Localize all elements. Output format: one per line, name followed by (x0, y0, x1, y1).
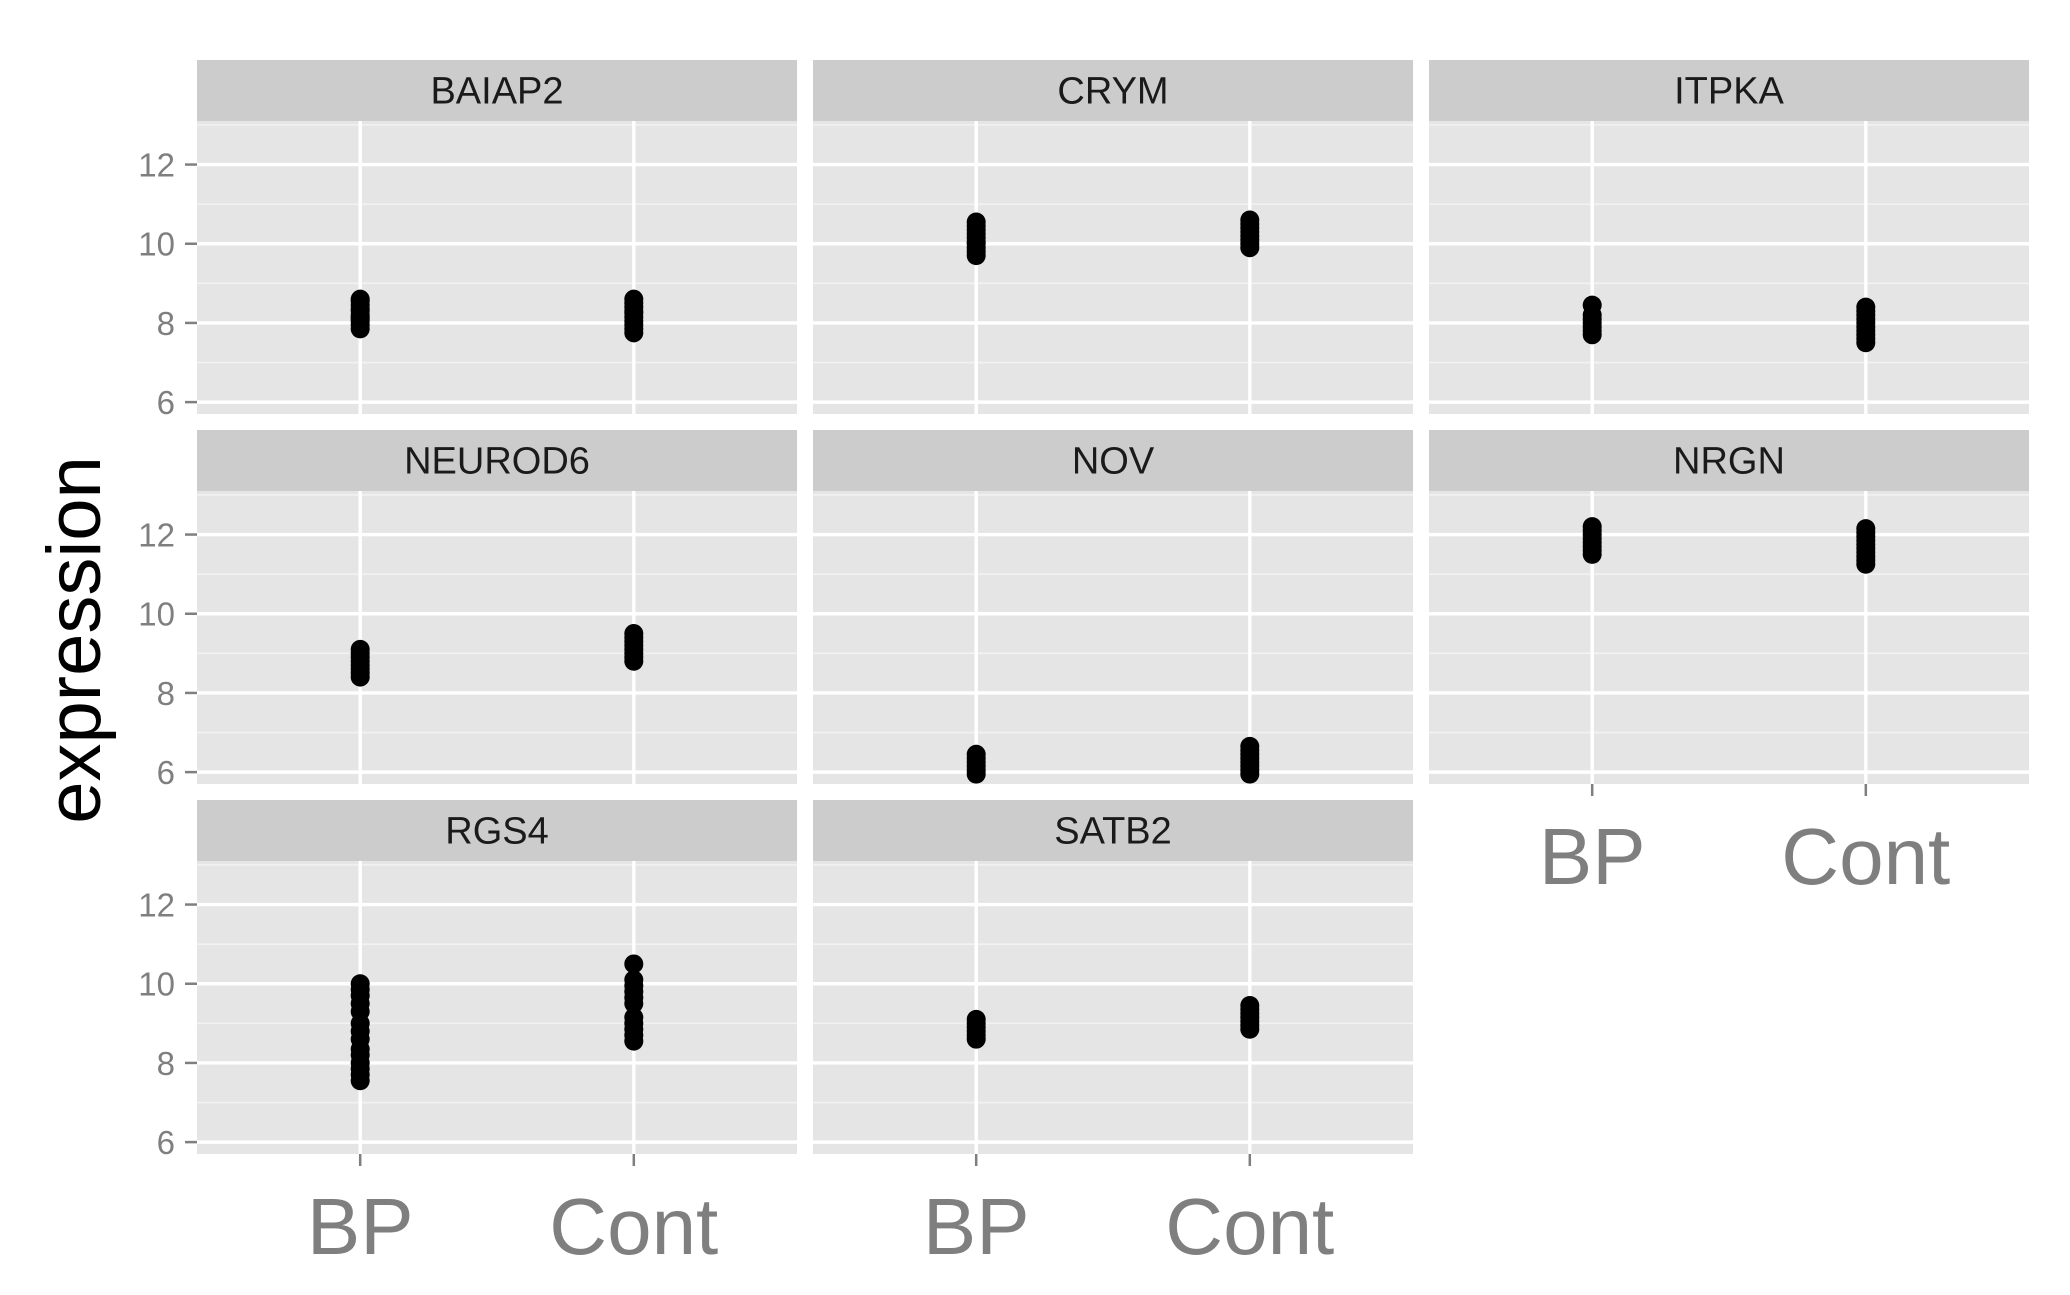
data-point-cont (1856, 519, 1876, 539)
x-tick-label-cont: Cont (1781, 812, 1950, 901)
y-tick-label: 6 (157, 1124, 175, 1161)
data-point-cont (624, 1007, 644, 1027)
data-point-bp (966, 744, 986, 764)
y-tick-label: 8 (157, 1045, 175, 1082)
y-axis-title: expression (32, 456, 117, 824)
panel-background (197, 121, 797, 414)
data-point-bp (350, 974, 370, 994)
data-point-bp (350, 289, 370, 309)
panel-background (197, 491, 797, 784)
panel-background (1429, 491, 2029, 784)
y-tick-label: 12 (138, 887, 175, 924)
strip-background (197, 60, 797, 121)
strip-background (197, 800, 797, 861)
y-tick-label: 10 (138, 966, 175, 1003)
strip-background (1429, 60, 2029, 121)
strip-background (1429, 430, 2029, 491)
strip-background (197, 430, 797, 491)
strip-title: RGS4 (445, 811, 548, 853)
data-point-bp (966, 212, 986, 232)
data-point-cont (1240, 996, 1260, 1016)
data-point-bp (1582, 295, 1602, 315)
x-tick-label-cont: Cont (1165, 1182, 1334, 1271)
panel-background (813, 121, 1413, 414)
strip-title: ITPKA (1674, 71, 1784, 113)
data-point-cont (624, 289, 644, 309)
panel-background (197, 861, 797, 1154)
y-tick-label: 8 (157, 675, 175, 712)
y-tick-label: 12 (138, 517, 175, 554)
strip-title: CRYM (1057, 71, 1168, 113)
strip-background (813, 800, 1413, 861)
y-tick-label: 6 (157, 384, 175, 421)
y-tick-label: 12 (138, 147, 175, 184)
facet-nov: NOV (813, 430, 1413, 784)
facet-satb2: SATB2 BP Cont (813, 800, 1413, 1271)
y-tick-label: 10 (138, 226, 175, 263)
strip-background (813, 60, 1413, 121)
facet-itpka: ITPKA (1429, 60, 2029, 414)
data-point-cont (624, 624, 644, 644)
facet-neurod6: NEUROD6 6 8 10 12 (138, 430, 797, 791)
strip-title: SATB2 (1054, 811, 1172, 853)
panel-background (813, 861, 1413, 1154)
x-tick-label-bp: BP (1539, 812, 1646, 901)
panel-background (1429, 121, 2029, 414)
panel-background (813, 491, 1413, 784)
data-point-bp (966, 1009, 986, 1029)
data-point-cont (624, 970, 644, 990)
x-tick-label-cont: Cont (549, 1182, 718, 1271)
y-tick-label: 8 (157, 305, 175, 342)
facet-rgs4: RGS4 6 8 10 12 BP Cont (138, 800, 797, 1271)
strip-title: NRGN (1673, 441, 1785, 483)
data-point-cont (1856, 297, 1876, 317)
y-tick-label: 6 (157, 754, 175, 791)
data-point-cont (1240, 736, 1260, 756)
strip-title: NOV (1072, 441, 1155, 483)
facet-crym: CRYM (813, 60, 1413, 414)
strip-title: NEUROD6 (404, 441, 590, 483)
strip-background (813, 430, 1413, 491)
x-tick-label-bp: BP (307, 1182, 414, 1271)
facet-nrgn: NRGN BP Cont (1429, 430, 2029, 901)
data-point-bp (1582, 517, 1602, 537)
data-point-cont (1240, 210, 1260, 230)
facet-baiap2: BAIAP2 6 8 10 12 (138, 60, 797, 421)
x-tick-label-bp: BP (923, 1182, 1030, 1271)
data-point-bp (350, 639, 370, 659)
strip-title: BAIAP2 (430, 71, 563, 113)
y-tick-label: 10 (138, 596, 175, 633)
data-point-cont (624, 954, 644, 974)
facet-panels: BAIAP2 6 8 10 12 CRYM ITPKA NEUROD6 6 8 10 12 NOV NRG… (138, 60, 2029, 1271)
